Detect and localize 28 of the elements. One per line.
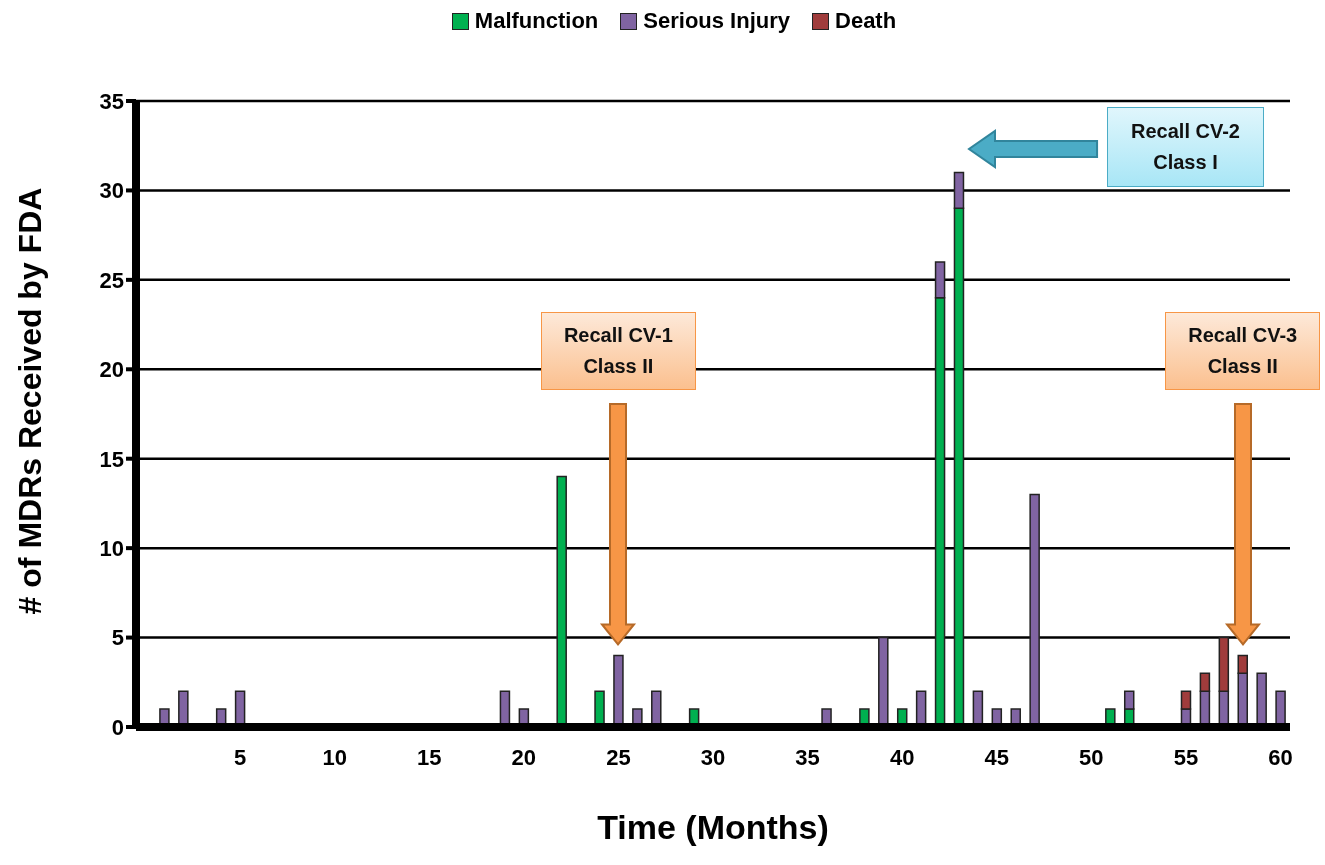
y-tick-label: 10 [99,535,124,561]
x-tick-label: 5 [233,744,247,770]
x-tick-label: 25 [606,744,631,770]
legend-label: Serious Injury [642,8,791,34]
y-tick-label: 35 [99,88,124,114]
x-tick-label: 55 [1173,744,1199,770]
x-tick-label: 50 [1079,744,1104,770]
y-tick-label: 25 [99,267,124,293]
y-tick-label: 5 [111,625,124,651]
x-tick-label: 30 [700,744,726,770]
x-tick-label: 10 [322,744,347,770]
x-tick-label: 60 [1268,744,1293,770]
y-tick-label: 0 [111,714,124,740]
x-tick-label: 20 [511,744,537,770]
legend-label: Malfunction [473,8,599,34]
legend-label: Death [834,8,897,34]
x-axis-title: Time (Months) [596,808,830,847]
y-tick-label: 30 [99,178,124,204]
x-tick-label: 15 [416,744,442,770]
annotation: Recall CV-1 Class II [563,323,673,379]
annotation: Recall CV-3 Class II [1188,323,1298,379]
x-tick-label: 35 [795,744,820,770]
y-tick-label: 20 [99,357,124,383]
y-tick-label: 15 [99,446,124,472]
x-tick-label: 40 [889,744,915,770]
y-axis-title: # of MDRs Received by FDA [11,186,49,617]
annotation: Recall CV-2 Class I [1131,119,1240,175]
x-tick-label: 45 [984,744,1010,770]
